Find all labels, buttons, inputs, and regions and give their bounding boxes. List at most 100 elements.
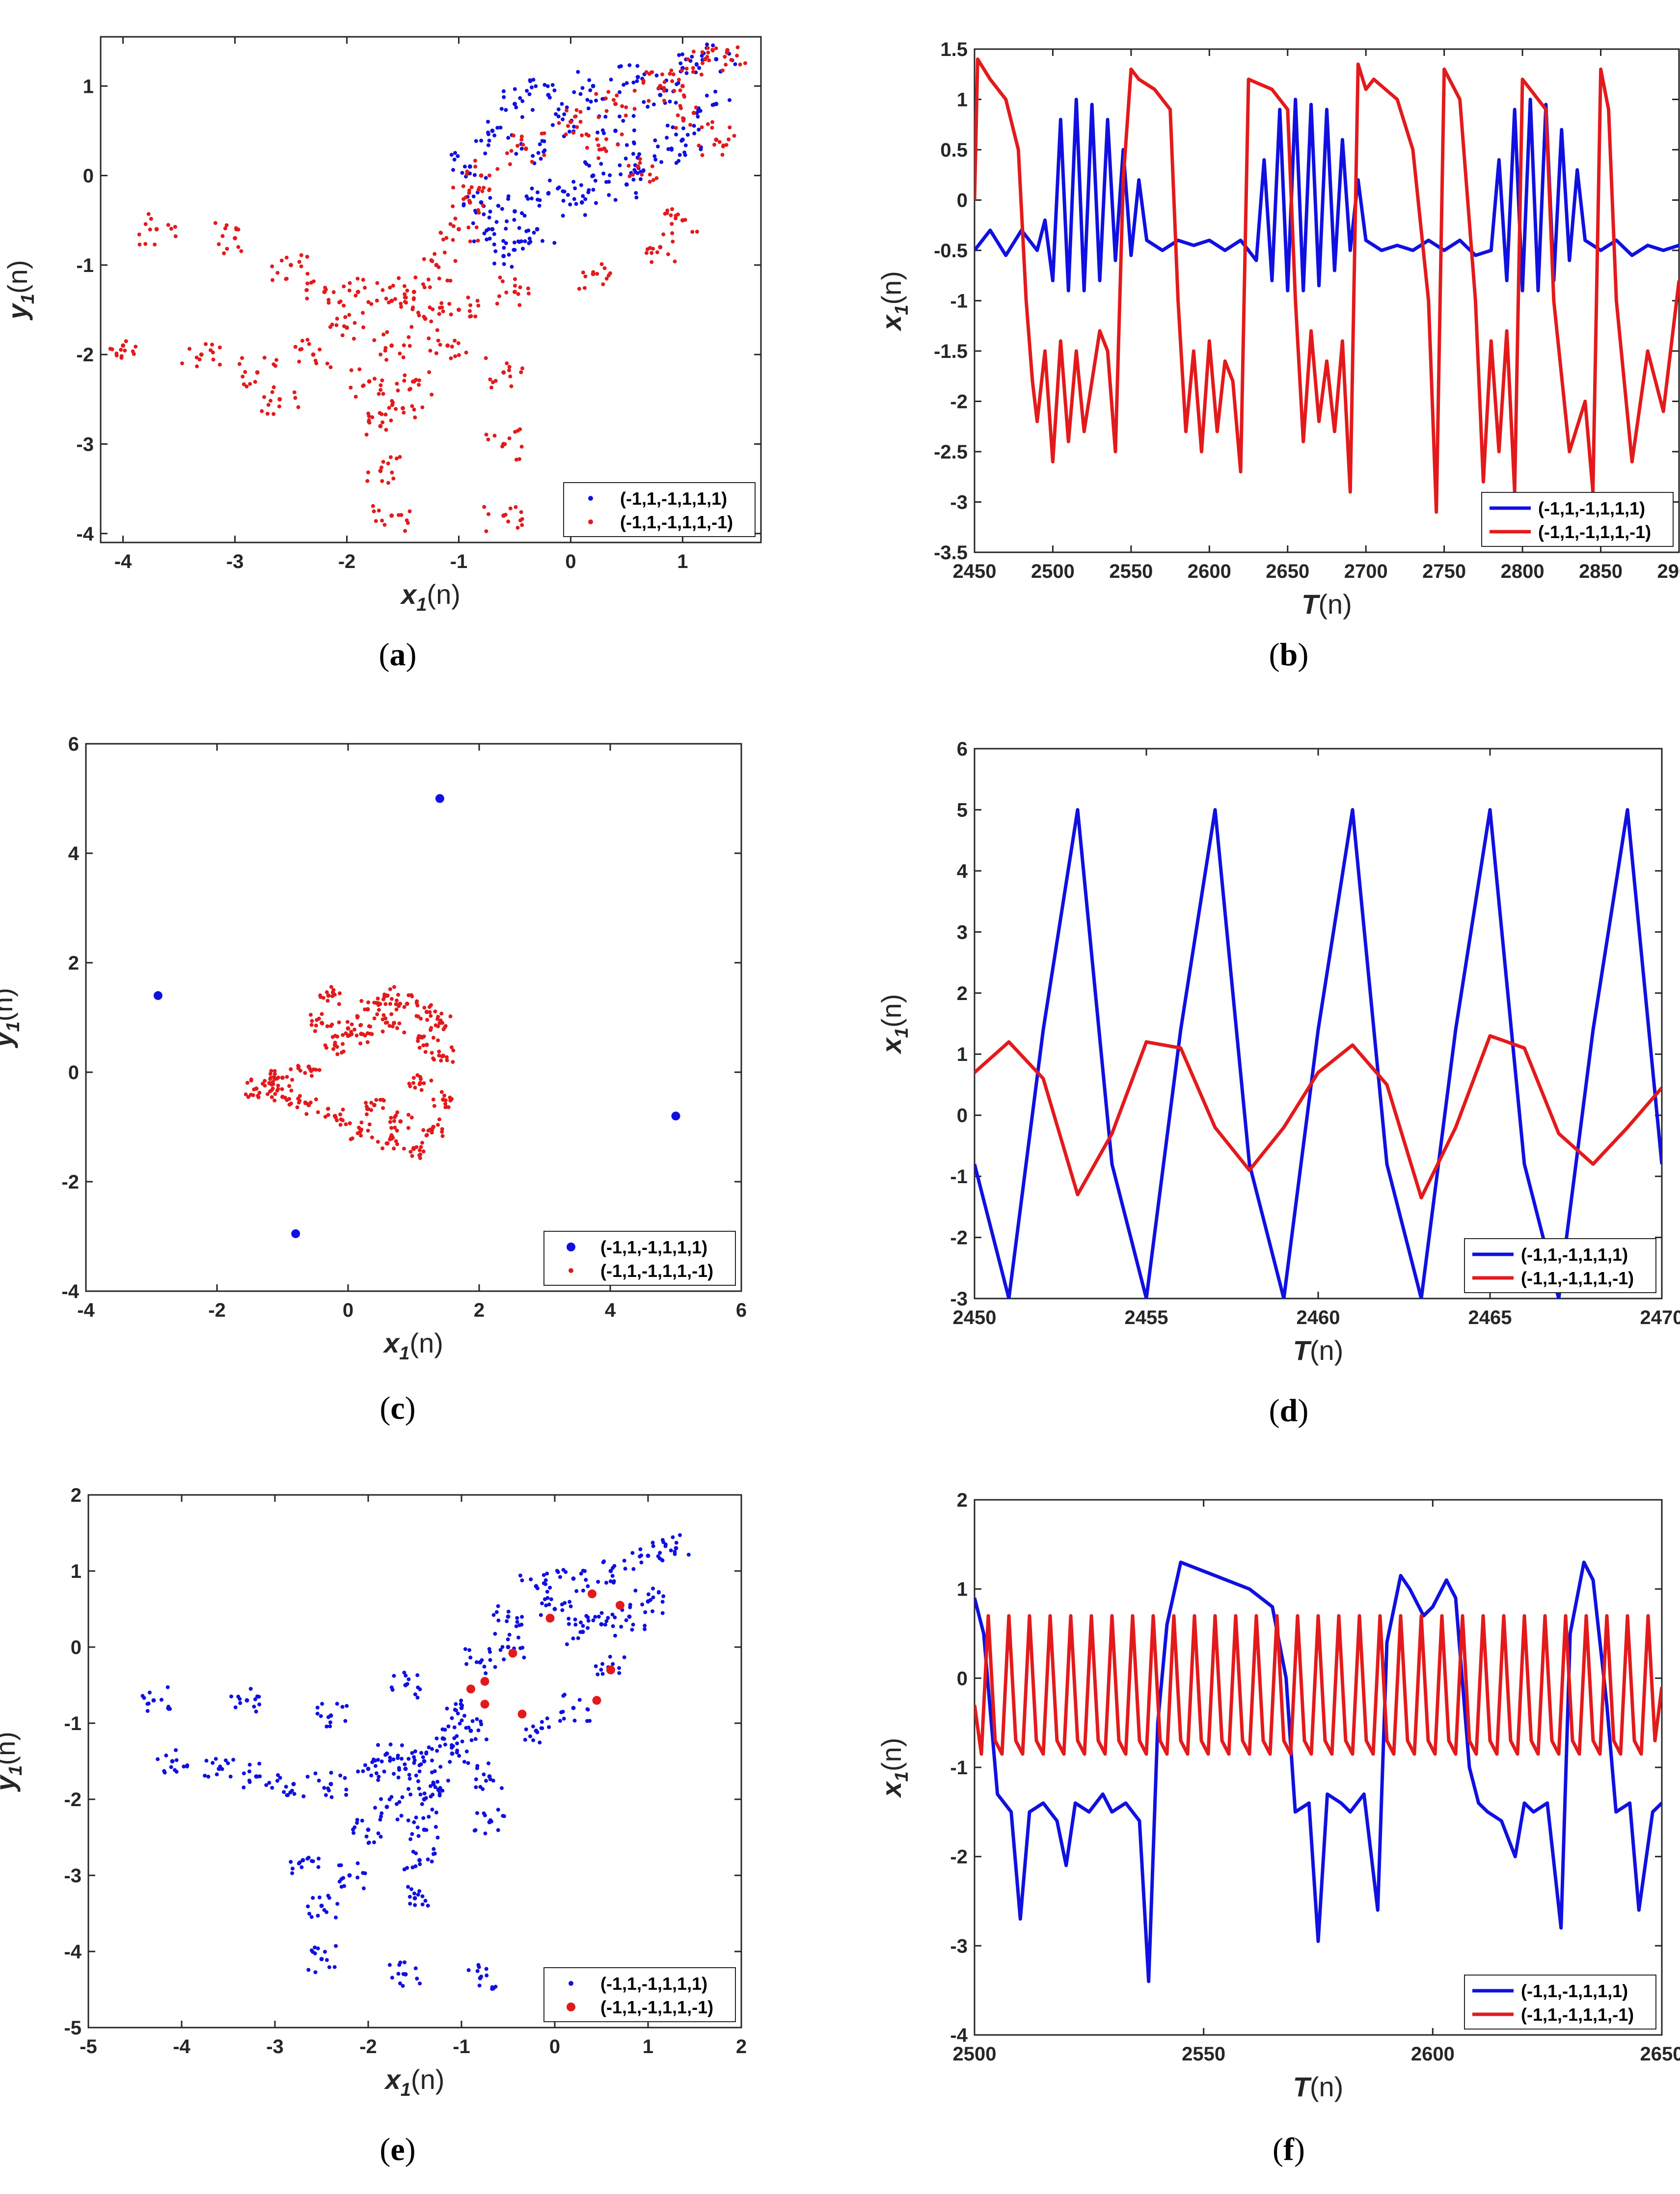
data-point-cloud: [299, 264, 303, 269]
data-point-cloud: [475, 1811, 479, 1815]
data-point-cloud: [363, 1007, 367, 1012]
data-point-cloud: [451, 168, 455, 172]
data-point-cloud: [276, 1083, 280, 1088]
data-point-cloud: [410, 404, 414, 408]
data-point-cloud: [477, 1983, 482, 1988]
data-point-cloud: [631, 114, 636, 118]
data-point: [411, 290, 416, 295]
data-point-cloud: [651, 1595, 655, 1599]
data-point: [457, 227, 461, 232]
data-point-cloud: [413, 1085, 417, 1090]
data-point: [501, 370, 506, 375]
data-point-cloud: [417, 1046, 422, 1050]
data-point-cloud: [309, 1915, 314, 1919]
data-point-cloud: [617, 1671, 622, 1675]
data-point-cloud: [473, 314, 478, 319]
data-point-cloud: [691, 70, 695, 74]
data-point-cloud: [313, 1029, 317, 1033]
data-point-cloud: [724, 143, 729, 147]
data-point-cloud: [438, 1764, 443, 1769]
chart-panel-d: 2450 2455 2460 2465 2470-3-2-10123456T(n)x1(…: [876, 738, 1680, 1429]
data-point-cloud: [578, 109, 583, 114]
data-point-cloud: [343, 1719, 348, 1723]
data-point-cloud: [325, 1724, 329, 1729]
data-point-cloud: [396, 1775, 401, 1780]
data-point-cloud: [433, 1851, 437, 1856]
data-point-cloud: [512, 134, 515, 138]
data-point-cloud: [123, 349, 127, 353]
data-point-cloud: [644, 251, 649, 255]
data-point-cloud: [276, 1773, 280, 1777]
data-point-cloud: [502, 262, 506, 266]
data-point-cloud: [441, 237, 445, 242]
data-point-cloud: [313, 1970, 318, 1975]
y-axis-label: y1(n): [2, 260, 38, 321]
data-point-cloud: [365, 1040, 370, 1044]
data-point-cloud: [464, 1749, 469, 1754]
y-tick-label: -2: [950, 1227, 968, 1249]
data-point-cloud: [518, 96, 522, 100]
data-point-cloud: [436, 265, 441, 270]
data-point: [291, 1229, 300, 1238]
y-tick-label: 1: [957, 1579, 968, 1600]
data-point-cloud: [397, 513, 401, 517]
data-point-cloud: [420, 1802, 424, 1806]
data-point-cloud: [376, 997, 380, 1001]
data-point-cloud: [648, 180, 652, 184]
data-point-cloud: [618, 90, 622, 94]
data-point-cloud: [320, 1702, 325, 1706]
data-point-cloud: [402, 1867, 406, 1871]
data-point-cloud: [358, 1041, 363, 1046]
data-point-cloud: [244, 384, 249, 389]
data-point-cloud: [462, 1713, 466, 1718]
data-point-cloud: [496, 1828, 500, 1832]
data-point-cloud: [632, 88, 637, 93]
data-point-cloud: [733, 62, 737, 66]
data-point-cloud: [395, 998, 399, 1002]
data-point-cloud: [306, 1904, 310, 1909]
data-point-cloud: [660, 1558, 665, 1563]
data-point-cloud: [638, 157, 642, 161]
data-point-cloud: [671, 240, 675, 244]
data-point-cloud: [422, 257, 426, 261]
data-point-cloud: [422, 1005, 427, 1010]
x-tick-label: 2: [474, 1300, 485, 1321]
data-point-cloud: [466, 296, 470, 299]
data-point-cloud: [436, 1015, 440, 1019]
data-point-cloud: [377, 509, 381, 513]
data-point-cloud: [364, 1101, 368, 1105]
data-point-cloud: [413, 1903, 417, 1907]
data-point-cloud: [630, 1627, 634, 1632]
data-point-cloud: [369, 302, 374, 306]
data-point-cloud: [573, 186, 577, 190]
data-point-cloud: [690, 54, 694, 59]
data-point-cloud: [381, 1098, 386, 1103]
data-point-cloud: [434, 1825, 438, 1829]
data-point-cloud: [713, 89, 718, 94]
data-point-cloud: [460, 1739, 464, 1744]
data-point-cloud: [339, 1117, 343, 1122]
data-point-cloud: [506, 1637, 510, 1642]
y-tick-label: 1: [83, 76, 94, 97]
x-axis-label: x1(n): [400, 579, 461, 615]
data-point-cloud: [547, 178, 552, 183]
data-point-cloud: [632, 140, 636, 144]
data-point-cloud: [365, 1031, 370, 1035]
x-tick-label: -4: [114, 551, 132, 572]
data-point-cloud: [334, 1915, 338, 1920]
data-point-cloud: [166, 223, 170, 227]
data-point-cloud: [498, 275, 502, 280]
data-point-cloud: [596, 1672, 600, 1677]
data-point-cloud: [301, 1794, 306, 1798]
data-point-cloud: [426, 1903, 430, 1908]
data-point: [378, 468, 383, 473]
data-point-cloud: [670, 148, 674, 152]
y-tick-label: -1: [76, 255, 94, 276]
data-point-cloud: [363, 1763, 367, 1767]
x-tick-label: -2: [338, 551, 356, 572]
data-point-cloud: [394, 1139, 398, 1143]
data-point-cloud: [390, 1976, 394, 1980]
data-point-cloud: [402, 1146, 406, 1151]
x-tick-label: 2600: [1188, 561, 1231, 582]
data-point-cloud: [427, 336, 431, 341]
